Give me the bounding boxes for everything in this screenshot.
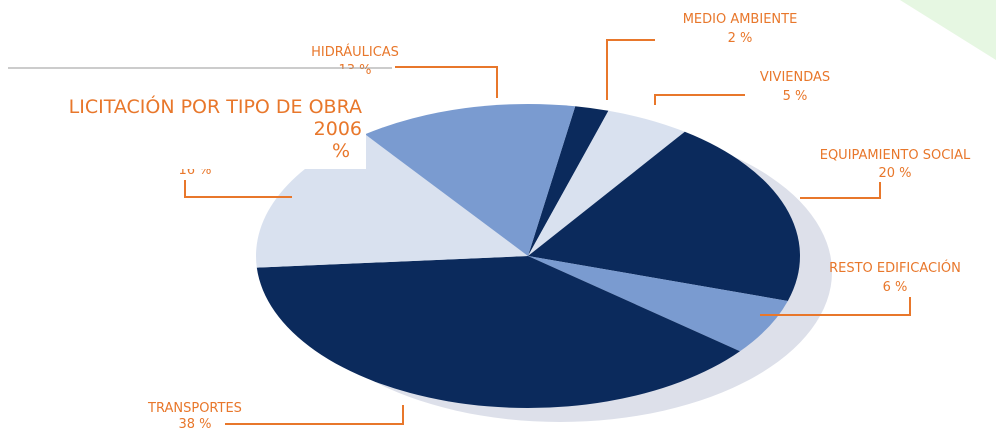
slice-label: TRANSPORTES [147, 401, 242, 416]
chart-title: LICITACIÓN POR TIPO DE OBRA [69, 94, 362, 118]
pie-slice [365, 104, 576, 256]
value-label: 5 % [783, 89, 808, 104]
leader-line [606, 39, 655, 100]
slice-label: HIDRÁULICAS [311, 44, 399, 60]
value-label: 6 % [883, 280, 908, 295]
pie-slice [256, 256, 740, 409]
chart-title: % [332, 140, 350, 162]
slice-label: RESTO EDIFICACIÓN [829, 260, 961, 276]
leader-line [760, 297, 911, 316]
labels: MEDIO AMBIENTE 2 % VIVIENDAS 5 % EQUIPAMIENT… [147, 12, 971, 432]
slice-label: EQUIPAMIENTO SOCIAL [820, 148, 971, 163]
pie [256, 104, 800, 409]
pie-slice [528, 256, 788, 352]
chart-title: 2006 [314, 118, 362, 140]
leader-line [800, 182, 881, 199]
corner-decoration [900, 0, 996, 60]
value-label: 20 % [878, 166, 911, 181]
pie-slice [528, 110, 685, 256]
leader-line [654, 94, 745, 105]
pie-slice [528, 106, 609, 256]
pie-slice [528, 131, 800, 301]
value-label: 2 % [728, 31, 753, 46]
title-box [0, 69, 366, 169]
value-label: 38 % [178, 417, 211, 432]
leader-line [225, 405, 404, 425]
slice-label: MEDIO AMBIENTE [683, 12, 798, 27]
leader-line [395, 66, 498, 98]
leader-line [184, 180, 292, 198]
slice-label: VIVIENDAS [760, 70, 830, 85]
